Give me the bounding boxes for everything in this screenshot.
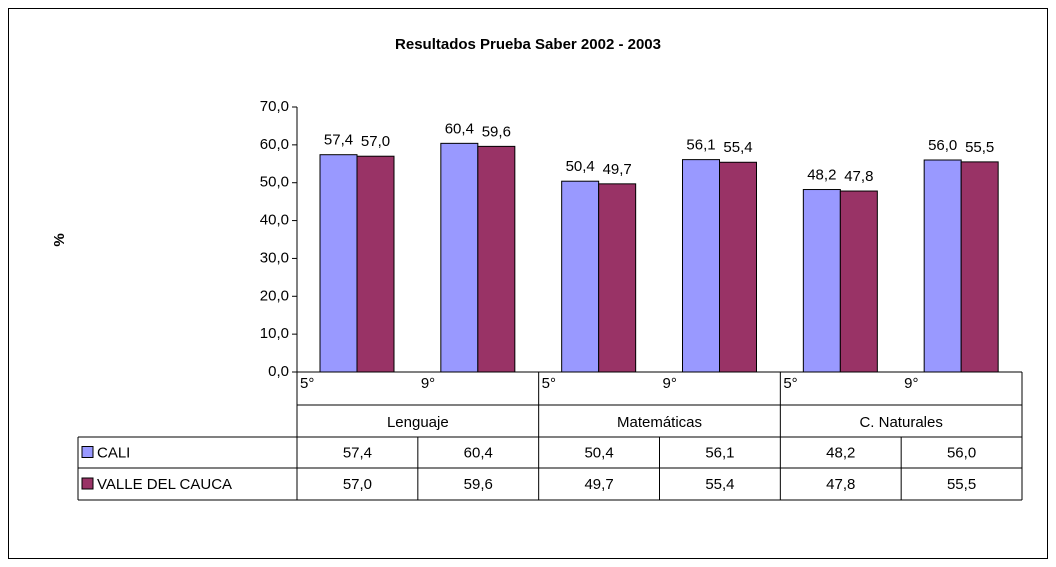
bar xyxy=(839,190,878,373)
bar xyxy=(319,154,358,373)
x-tick-label: 5° xyxy=(542,375,556,392)
x-tick-label: 5° xyxy=(783,375,797,392)
table-value: 49,7 xyxy=(584,476,613,493)
data-label: 59,6 xyxy=(482,123,511,140)
y-tick-label: 50,0 xyxy=(260,174,289,191)
data-label: 57,0 xyxy=(361,133,390,150)
x-tick-label: 5° xyxy=(300,375,314,392)
group-label: C. Naturales xyxy=(859,414,942,431)
data-label: 48,2 xyxy=(807,166,836,183)
bar xyxy=(477,145,516,373)
data-label: 47,8 xyxy=(844,168,873,185)
bar xyxy=(356,155,395,373)
x-tick-label: 9° xyxy=(904,375,918,392)
table-value: 47,8 xyxy=(826,476,855,493)
table-value: 59,6 xyxy=(464,476,493,493)
group-label: Matemáticas xyxy=(617,414,702,431)
y-tick-label: 20,0 xyxy=(260,287,289,304)
table-value: 55,4 xyxy=(705,476,734,493)
y-tick-label: 10,0 xyxy=(260,325,289,342)
x-tick-label: 9° xyxy=(663,375,677,392)
group-label: Lenguaje xyxy=(387,414,449,431)
bar xyxy=(561,180,600,373)
table-value: 56,0 xyxy=(947,444,976,461)
legend-label: VALLE DEL CAUCA xyxy=(97,476,232,493)
chart-title: Resultados Prueba Saber 2002 - 2003 xyxy=(395,36,661,53)
bar xyxy=(440,142,479,373)
data-label: 50,4 xyxy=(566,158,595,175)
bar xyxy=(960,161,999,373)
bar xyxy=(802,189,841,373)
data-label: 56,0 xyxy=(928,137,957,154)
data-label: 57,4 xyxy=(324,132,353,149)
table-value: 57,0 xyxy=(343,476,372,493)
legend-key xyxy=(81,446,94,458)
bar xyxy=(719,161,757,373)
y-tick-label: 60,0 xyxy=(260,136,289,153)
table-value: 60,4 xyxy=(464,444,493,461)
table-value: 55,5 xyxy=(947,476,976,493)
table-value: 56,1 xyxy=(705,444,734,461)
data-label: 49,7 xyxy=(603,161,632,178)
x-tick-label: 9° xyxy=(421,375,435,392)
data-label: 55,5 xyxy=(965,139,994,156)
y-axis-label: % xyxy=(51,233,68,246)
legend-label: CALI xyxy=(97,444,130,461)
bar xyxy=(598,183,637,373)
table-value: 48,2 xyxy=(826,444,855,461)
data-label: 60,4 xyxy=(445,120,474,137)
y-tick-label: 30,0 xyxy=(260,249,289,266)
bar xyxy=(682,159,720,373)
table-value: 57,4 xyxy=(343,444,372,461)
y-tick-label: 70,0 xyxy=(260,98,289,115)
table-value: 50,4 xyxy=(584,444,613,461)
legend-key xyxy=(81,477,94,490)
data-label: 55,4 xyxy=(723,139,752,156)
y-tick-label: 40,0 xyxy=(260,212,289,229)
y-tick-label: 0,0 xyxy=(268,363,289,380)
data-label: 56,1 xyxy=(686,137,715,154)
bar xyxy=(923,159,962,373)
